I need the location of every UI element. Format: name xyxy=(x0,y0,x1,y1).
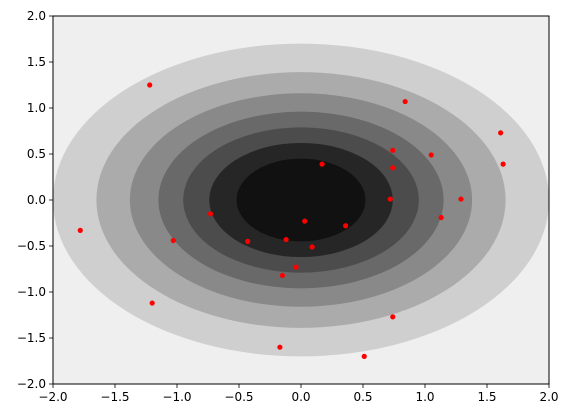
scatter-point-10 xyxy=(293,264,299,270)
y-tick-label: −1.5 xyxy=(17,331,46,345)
scatter-point-1 xyxy=(77,227,83,233)
scatter-point-7 xyxy=(277,344,283,350)
y-tick-label: 1.0 xyxy=(27,101,46,115)
x-tick-label: −2.0 xyxy=(38,390,67,404)
y-tick-label: 0.5 xyxy=(27,147,46,161)
x-tick-label: −1.5 xyxy=(100,390,129,404)
y-axis: −2.0 −1.5 −1.0 −0.5 0.0 0.5 1.0 1.5 2.0 xyxy=(17,9,53,391)
y-tick-label: 0.0 xyxy=(27,193,46,207)
scatter-point-11 xyxy=(302,218,308,224)
scatter-point-4 xyxy=(170,237,176,244)
x-tick-label: 2.0 xyxy=(539,390,558,404)
scatter-point-20 xyxy=(402,98,408,105)
scatter-point-5 xyxy=(207,211,214,217)
scatter-point-8 xyxy=(279,272,285,279)
scatter-point-19 xyxy=(390,314,396,320)
x-tick-label: 1.5 xyxy=(477,390,496,404)
y-tick-label: 1.5 xyxy=(27,55,46,69)
plot-area xyxy=(53,16,549,384)
scatter-point-16 xyxy=(387,196,393,202)
x-tick-label: 1.0 xyxy=(415,390,434,404)
scatter-point-25 xyxy=(500,161,506,167)
scatter-point-21 xyxy=(428,152,434,158)
x-tick-label: 0.5 xyxy=(353,390,372,404)
y-tick-label: −2.0 xyxy=(17,377,46,391)
scatter-point-2 xyxy=(147,82,153,88)
y-tick-label: 2.0 xyxy=(27,9,46,23)
scatter-point-23 xyxy=(458,196,464,202)
scatter-point-18 xyxy=(390,147,396,153)
x-axis: −2.0 −1.5 −1.0 −0.5 0.0 0.5 1.0 1.5 2.0 xyxy=(38,384,559,404)
x-tick-label: 0.0 xyxy=(291,390,310,404)
scatter-point-3 xyxy=(149,300,155,306)
scatter-point-14 xyxy=(343,223,349,229)
scatter-points xyxy=(77,82,506,359)
scatter-point-9 xyxy=(283,236,289,243)
x-tick-label: −1.0 xyxy=(162,390,191,404)
scatter-point-17 xyxy=(390,165,396,171)
scatter-point-24 xyxy=(498,130,504,136)
y-tick-label: −1.0 xyxy=(17,285,46,299)
x-tick-label: −0.5 xyxy=(224,390,253,404)
scatter-point-6 xyxy=(245,238,251,244)
scatter-point-13 xyxy=(319,161,325,167)
scatter-point-22 xyxy=(438,214,444,221)
scatter-point-12 xyxy=(309,244,315,250)
contour-level-7 xyxy=(236,158,366,242)
contour-fill xyxy=(53,43,549,357)
scatter-point-15 xyxy=(361,353,367,359)
y-tick-label: −0.5 xyxy=(17,239,46,253)
